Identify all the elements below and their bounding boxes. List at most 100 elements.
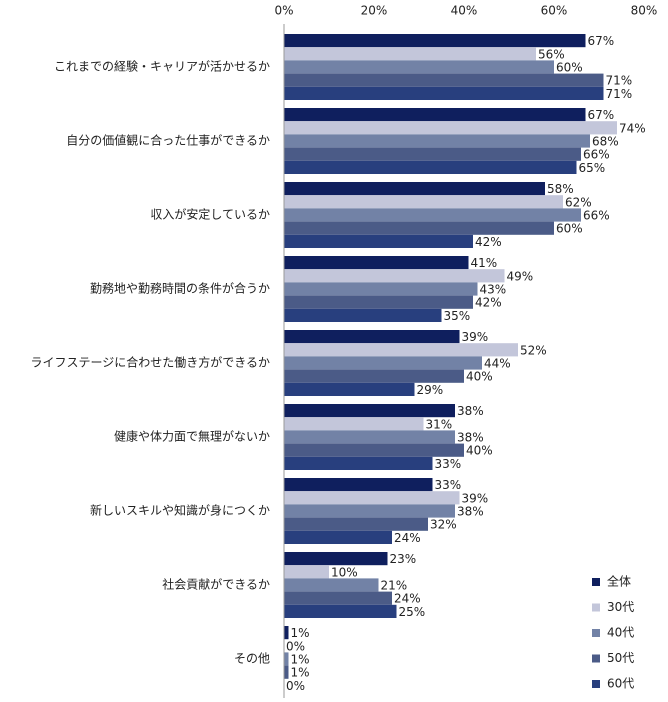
value-label: 24% — [394, 531, 421, 545]
legend-marker — [592, 629, 600, 637]
bar — [284, 626, 289, 640]
value-label: 67% — [588, 34, 615, 48]
bar — [284, 34, 586, 48]
bar — [284, 269, 505, 283]
legend-marker — [592, 654, 600, 663]
bar — [284, 121, 617, 135]
value-label: 43% — [480, 283, 507, 297]
legend-label: 30代 — [607, 600, 634, 614]
value-label: 38% — [457, 431, 484, 445]
legend-label: 40代 — [607, 626, 634, 640]
bar — [284, 282, 478, 296]
value-label: 66% — [583, 209, 610, 223]
value-label: 68% — [592, 135, 619, 149]
value-label: 31% — [426, 417, 453, 431]
category-label: 収入が安定しているか — [150, 207, 270, 222]
bar — [284, 491, 460, 505]
value-label: 74% — [619, 121, 646, 135]
bar — [284, 578, 379, 592]
bar — [284, 108, 586, 122]
legend-marker — [592, 680, 600, 688]
value-label: 21% — [381, 579, 408, 593]
bar — [284, 417, 424, 431]
category-label: ライフステージに合わせた働き方ができるか — [30, 355, 270, 370]
value-label: 40% — [466, 370, 493, 384]
value-label: 60% — [556, 222, 583, 236]
legend-label: 60代 — [607, 677, 634, 691]
value-label: 10% — [331, 565, 358, 579]
value-label: 66% — [583, 148, 610, 162]
bar — [284, 456, 433, 470]
value-label: 1% — [291, 626, 310, 640]
bar — [284, 430, 455, 444]
value-label: 23% — [390, 552, 417, 566]
bar — [284, 73, 604, 87]
value-label: 39% — [462, 330, 489, 344]
bar — [284, 308, 442, 322]
bar — [284, 234, 473, 248]
value-label: 71% — [606, 87, 633, 101]
value-label: 44% — [484, 357, 511, 371]
value-label: 58% — [547, 182, 574, 196]
bar — [284, 604, 397, 618]
value-label: 40% — [466, 444, 493, 458]
legend-label: 50代 — [607, 651, 634, 665]
bar — [284, 591, 392, 605]
value-label: 38% — [457, 505, 484, 519]
bar — [284, 182, 545, 196]
bar — [284, 295, 473, 309]
bar — [284, 552, 388, 566]
bar — [284, 160, 577, 174]
bar — [284, 652, 289, 666]
value-label: 32% — [430, 518, 457, 532]
legend-marker — [592, 603, 600, 612]
bar — [284, 382, 415, 396]
value-label: 49% — [507, 269, 534, 283]
x-tick-label: 80% — [631, 4, 658, 18]
value-label: 29% — [417, 383, 444, 397]
bar — [284, 208, 581, 222]
legend-label: 全体 — [607, 574, 631, 589]
value-label: 71% — [606, 74, 633, 88]
bar — [284, 47, 536, 61]
category-label: 新しいスキルや知識が身につくか — [90, 503, 270, 518]
x-tick-label: 60% — [541, 4, 568, 18]
bar — [284, 517, 428, 531]
value-label: 60% — [556, 61, 583, 75]
bar — [284, 530, 392, 544]
category-label: 勤務地や勤務時間の条件が合うか — [90, 281, 270, 296]
category-label: 健康や体力面で無理がないか — [114, 429, 270, 444]
legend-marker — [592, 578, 600, 586]
bar — [284, 356, 482, 370]
value-label: 33% — [435, 478, 462, 492]
value-label: 42% — [475, 296, 502, 310]
bar — [284, 565, 329, 579]
bar — [284, 343, 518, 357]
value-label: 39% — [462, 491, 489, 505]
value-label: 0% — [286, 679, 305, 693]
category-label: 自分の価値観に合った仕事ができるか — [66, 133, 270, 148]
bar — [284, 195, 563, 209]
bar — [284, 221, 554, 235]
value-label: 1% — [291, 666, 310, 680]
bar — [284, 256, 469, 270]
value-label: 52% — [520, 343, 547, 357]
bar — [284, 330, 460, 344]
x-tick-label: 0% — [274, 4, 293, 18]
value-label: 62% — [565, 195, 592, 209]
bar — [284, 86, 604, 100]
x-tick-label: 40% — [451, 4, 478, 18]
value-label: 65% — [579, 161, 606, 175]
value-label: 24% — [394, 592, 421, 606]
category-label: 社会貢献ができるか — [162, 577, 270, 592]
bar — [284, 134, 590, 148]
bar — [284, 147, 581, 161]
bar — [284, 443, 464, 457]
value-label: 56% — [538, 47, 565, 61]
bar — [284, 60, 554, 74]
value-label: 0% — [286, 639, 305, 653]
value-label: 67% — [588, 108, 615, 122]
bar — [284, 478, 433, 492]
category-label: これまでの経験・キャリアが活かせるか — [54, 59, 270, 74]
